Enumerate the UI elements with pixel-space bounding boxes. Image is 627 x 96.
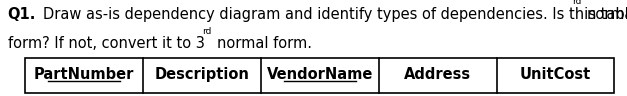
Text: normal: normal <box>586 7 627 22</box>
Text: form? If not, convert it to 3: form? If not, convert it to 3 <box>8 36 204 51</box>
Text: normal form.: normal form. <box>217 36 312 51</box>
Text: rd: rd <box>572 0 581 6</box>
Text: Draw as-is dependency diagram and identify types of dependencies. Is this table : Draw as-is dependency diagram and identi… <box>43 7 627 22</box>
Text: Address: Address <box>404 67 472 82</box>
Text: PartNumber: PartNumber <box>34 67 134 82</box>
Text: Description: Description <box>154 67 250 82</box>
Text: Q1.: Q1. <box>8 7 36 22</box>
Text: rd: rd <box>202 27 211 36</box>
Text: VendorName: VendorName <box>266 67 373 82</box>
Text: UnitCost: UnitCost <box>520 67 591 82</box>
Bar <box>25 58 614 93</box>
